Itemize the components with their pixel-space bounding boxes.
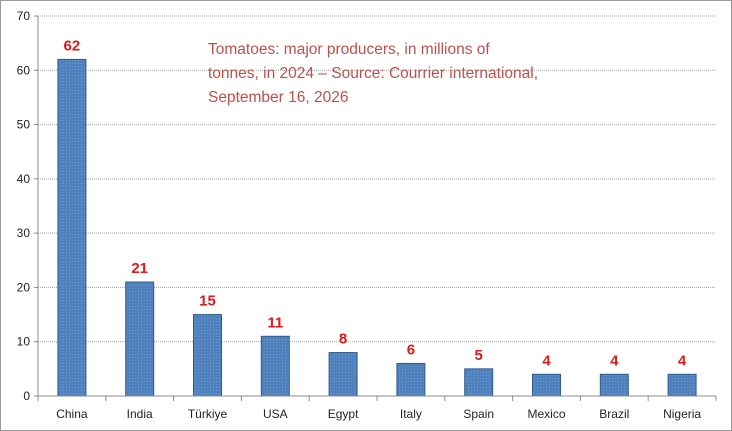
bar-india xyxy=(125,281,155,397)
x-tick-label: Mexico xyxy=(527,407,565,421)
bar-brazil xyxy=(599,373,629,397)
x-tick-label: Türkiye xyxy=(188,407,228,421)
x-tick-label: Italy xyxy=(400,407,422,421)
chart-title: Tomatoes: major producers, in millions o… xyxy=(208,41,542,106)
y-tick-label: 30 xyxy=(17,226,31,240)
x-tick-label: Spain xyxy=(463,407,494,421)
data-label: 4 xyxy=(542,352,551,369)
chart-title-line-3: September 16, 2026 xyxy=(208,89,348,106)
y-tick-label: 40 xyxy=(17,172,31,186)
data-label: 8 xyxy=(339,331,347,348)
data-label: 11 xyxy=(267,314,283,331)
bar-spain xyxy=(464,368,494,397)
bar-italy xyxy=(396,362,426,397)
chart-title-line-2: tonnes, in 2024 – Source: Courrier inter… xyxy=(208,65,538,82)
x-tick-label: China xyxy=(56,407,88,421)
axes xyxy=(34,15,717,401)
data-label: 5 xyxy=(475,347,483,364)
x-tick-label: Brazil xyxy=(599,407,629,421)
y-tick-label: 60 xyxy=(17,63,31,77)
bar-t-rkiye xyxy=(193,314,222,397)
y-tick-label: 20 xyxy=(17,280,31,294)
x-tick-label: Nigeria xyxy=(663,407,701,421)
bars xyxy=(57,58,697,397)
x-tick-labels: China India Türkiye USA Egypt Italy Spain Mexic… xyxy=(56,407,701,421)
y-tick-label: 0 xyxy=(23,389,30,403)
bar-usa xyxy=(260,335,290,397)
data-label: 15 xyxy=(199,293,216,310)
x-tick-label: India xyxy=(127,407,153,421)
bar-nigeria xyxy=(667,373,697,397)
y-tick-labels: 0 10 20 30 40 50 60 70 xyxy=(17,9,31,403)
y-tick-label: 50 xyxy=(17,118,31,132)
data-label: 4 xyxy=(678,352,687,369)
chart-title-line-1: Tomatoes: major producers, in millions o… xyxy=(208,41,490,58)
data-labels: 62 21 15 11 8 6 5 4 4 4 xyxy=(64,37,687,369)
bar-egypt xyxy=(328,352,358,397)
data-label: 62 xyxy=(64,37,81,54)
x-tick-label: Egypt xyxy=(328,407,359,421)
y-tick-label: 70 xyxy=(17,9,31,23)
bar-china xyxy=(57,58,87,397)
y-tick-label: 10 xyxy=(17,335,31,349)
data-label: 21 xyxy=(131,260,148,277)
data-label: 6 xyxy=(407,341,415,358)
x-tick-label: USA xyxy=(263,407,288,421)
bar-mexico xyxy=(532,373,561,397)
data-label: 4 xyxy=(610,352,619,369)
